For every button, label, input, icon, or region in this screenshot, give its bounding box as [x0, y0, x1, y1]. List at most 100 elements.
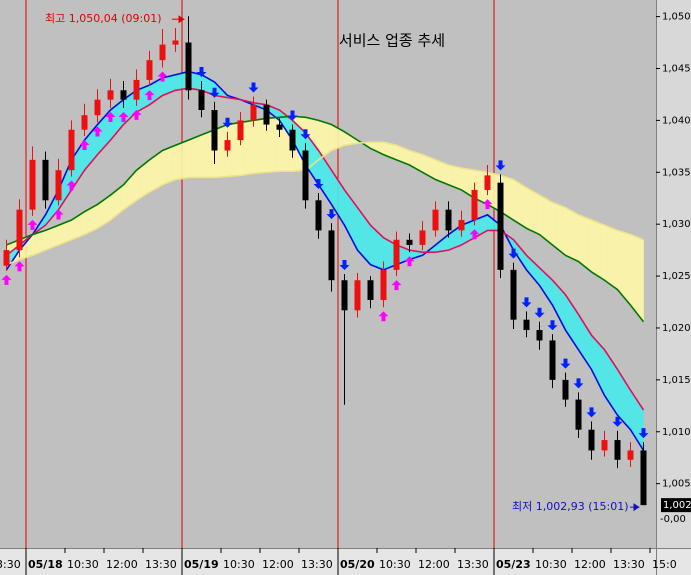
low-label: 최저 1,002,93 (15:01): [512, 500, 629, 513]
y-tick-label: 1,040: [662, 115, 691, 126]
candle-body: [536, 330, 543, 341]
candle-body: [68, 129, 75, 171]
ma-line: [5, 70, 645, 451]
sell-signal: [326, 209, 337, 220]
y-tick-label: 1,005: [662, 479, 691, 490]
sell-signal: [248, 82, 259, 93]
candle-body: [29, 159, 36, 210]
y-tick-label: 1,025: [662, 271, 691, 282]
day-label: 05/20: [340, 558, 375, 571]
buy-signal: [1, 274, 12, 285]
x-tick-label: 15:0: [652, 558, 677, 571]
x-tick-label: 12:00: [418, 558, 450, 571]
candle-body: [575, 399, 582, 430]
candle-body: [276, 124, 283, 130]
candle-body: [354, 280, 361, 311]
sell-signal: [560, 358, 571, 369]
candle-body: [185, 42, 192, 91]
y-tick-label: 1,010: [662, 427, 691, 438]
x-tick-label: 12:00: [106, 558, 138, 571]
candle-body: [523, 319, 530, 331]
day-label: 05/18: [28, 558, 63, 571]
candle-body: [393, 239, 400, 270]
candle-body: [81, 115, 88, 130]
y-tick-label: 1,050: [662, 12, 691, 23]
y-tick-label: 1,045: [662, 64, 691, 75]
candle-body: [627, 450, 634, 460]
axes: 1,005 1,010 1,015 1,020 1,025 1,030 1,035 1,040…: [0, 12, 691, 575]
candle-body: [16, 209, 23, 251]
candle-body: [198, 90, 205, 111]
candle-body: [263, 104, 270, 125]
band: [6, 116, 644, 322]
buy-signal: [391, 280, 402, 291]
candle-body: [432, 209, 439, 231]
candle-body: [237, 120, 244, 141]
candle-body: [107, 90, 114, 100]
x-axis-area: [0, 548, 691, 575]
candle-body: [42, 159, 49, 201]
candle-body: [562, 379, 569, 400]
buy-signal: [378, 311, 389, 322]
candle-body: [328, 230, 335, 281]
candle-body: [588, 429, 595, 451]
sell-signal: [313, 179, 324, 190]
sell-signal: [638, 428, 649, 439]
change-label: -0,00: [660, 514, 686, 525]
sell-signal: [573, 378, 584, 389]
day-label: 05/19: [184, 558, 219, 571]
y-tick-label: 1,020: [662, 323, 691, 334]
candle-body: [3, 250, 10, 266]
sell-signal: [521, 297, 532, 308]
buy-signal: [79, 139, 90, 150]
plot-area: [0, 0, 656, 548]
buy-signal: [118, 111, 129, 122]
candle-body: [341, 280, 348, 311]
candle-body: [367, 280, 374, 300]
candle-body: [497, 182, 504, 270]
high-label: 최고 1,050,04 (09:01): [45, 12, 162, 25]
sell-signal: [222, 117, 233, 128]
candle-body: [289, 129, 296, 151]
x-tick-label: 13:30: [145, 558, 177, 571]
sell-signal: [508, 248, 519, 259]
high-arrowhead: [178, 15, 185, 24]
sell-signal: [495, 160, 506, 171]
candle-body: [549, 340, 556, 380]
buy-signal: [53, 209, 64, 220]
candle-body: [640, 450, 647, 506]
candle-body: [94, 99, 101, 116]
buy-signal: [105, 111, 116, 122]
candle-body: [419, 230, 426, 245]
sell-signal: [300, 129, 311, 140]
sell-signal: [339, 260, 350, 270]
buy-signal: [469, 229, 480, 240]
day-label: 05/23: [496, 558, 531, 571]
y-tick-label: 1,015: [662, 375, 691, 386]
candle-body: [250, 104, 257, 121]
candle-body: [146, 60, 153, 80]
x-tick-label: 13:30: [457, 558, 489, 571]
last-price-box: [661, 498, 691, 513]
candle-body: [406, 239, 413, 245]
sell-signal: [547, 320, 558, 331]
x-tick-label: 13:30: [0, 558, 21, 571]
candle-body: [510, 269, 517, 320]
y-tick-label: 1,030: [662, 219, 691, 230]
buy-signal: [27, 219, 38, 230]
buy-signal: [482, 199, 493, 210]
sell-signal: [586, 407, 597, 418]
candle-body: [458, 220, 465, 231]
sell-signal: [196, 66, 207, 77]
candle-body: [302, 150, 309, 201]
candle-body: [484, 175, 491, 190]
x-tick-label: 13:30: [613, 558, 645, 571]
candle-body: [133, 79, 140, 100]
x-tick-label: 13:30: [301, 558, 333, 571]
buy-signal: [144, 90, 155, 101]
x-tick-label: 10:30: [67, 558, 99, 571]
candle-body: [471, 189, 478, 221]
last-price-label: 1,002: [663, 500, 691, 511]
candle-body: [601, 440, 608, 451]
buy-signal: [131, 109, 142, 120]
